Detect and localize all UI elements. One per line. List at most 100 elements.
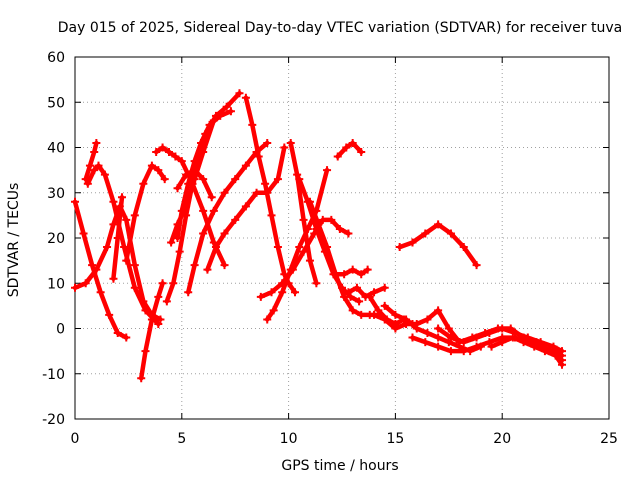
data-point [130,261,139,270]
x-tick-label: 15 [386,431,404,447]
data-point [444,324,453,333]
data-point [122,215,131,224]
data-point [190,157,199,166]
data-point [434,333,443,342]
data-point [323,243,332,252]
data-point [446,333,455,342]
data-point [370,310,379,319]
data-point [167,238,176,247]
data-point [421,229,430,238]
x-tick-label: 20 [493,431,511,447]
data-point [412,324,421,333]
series-prn-z [395,220,481,270]
data-point [380,283,389,292]
grid-lines [75,57,609,419]
data-point [263,315,272,324]
data-point [481,329,490,338]
y-tick-label: 40 [47,141,65,157]
data-point [231,215,240,224]
data-point [164,148,173,157]
data-point [278,288,287,297]
data-point [90,166,99,175]
data-point [267,288,276,297]
series-prn-n [173,166,216,202]
data-point [355,297,364,306]
data-point [508,333,517,342]
x-tick-label: 5 [177,431,186,447]
data-point [335,224,344,233]
data-point [117,193,126,202]
data-point [365,292,374,301]
data-point [197,138,206,147]
data-point [340,270,349,279]
data-point [468,333,477,342]
data-point [173,184,182,193]
data-point [216,111,225,120]
y-axis-label: SDTVAR / TECUs [6,183,22,298]
data-point [344,229,353,238]
data-point [472,342,481,351]
data-point [423,315,432,324]
data-point [79,229,88,238]
data-point [92,138,101,147]
data-point [171,152,180,161]
data-point [235,89,244,98]
data-point [267,211,276,220]
data-point [96,288,105,297]
data-point [305,256,314,265]
x-tick-labels: 0 5 10 15 20 25 [71,431,618,447]
data-point [472,261,481,270]
data-point [137,374,146,383]
series-line [164,90,242,304]
data-point [331,270,340,279]
data-point [348,306,357,315]
data-point [286,138,295,147]
data-point [459,243,468,252]
y-tick-labels: -20 -10 0 10 20 30 40 50 60 [42,50,65,428]
data-point [169,279,178,288]
data-point [254,152,263,161]
y-tick-label: 50 [47,95,65,111]
data-point [162,297,171,306]
series-line [335,140,364,159]
data-point [220,229,229,238]
data-point [152,148,161,157]
data-point [498,338,507,347]
data-point [434,324,443,333]
data-point [154,292,163,301]
series-line [258,217,351,300]
x-axis-label: GPS time / hours [281,458,398,474]
data-point [391,319,400,328]
data-point [130,283,139,292]
data-point [446,347,455,356]
data-point [408,319,417,328]
data-point [83,179,92,188]
data-point [90,148,99,157]
data-point [374,306,383,315]
data-point [357,270,366,279]
data-point [147,315,156,324]
data-point [434,306,443,315]
y-tick-label: 0 [56,322,65,338]
series-prn-u [331,265,372,279]
data-point [519,338,528,347]
data-point [222,102,231,111]
data-point [487,342,496,351]
chart-title: Day 015 of 2025, Sidereal Day-to-day VTE… [58,20,622,36]
data-point [421,338,430,347]
data-point [209,116,218,125]
data-point [455,338,464,347]
y-tick-label: 20 [47,231,65,247]
data-point [318,215,327,224]
data-point [241,202,250,211]
data-point [382,315,391,324]
data-point [312,279,321,288]
data-point [408,238,417,247]
data-point [190,261,199,270]
series-prn-f [137,279,167,383]
data-point [199,229,208,238]
series-prn-ad [487,333,567,369]
data-point [459,347,468,356]
data-point [363,265,372,274]
